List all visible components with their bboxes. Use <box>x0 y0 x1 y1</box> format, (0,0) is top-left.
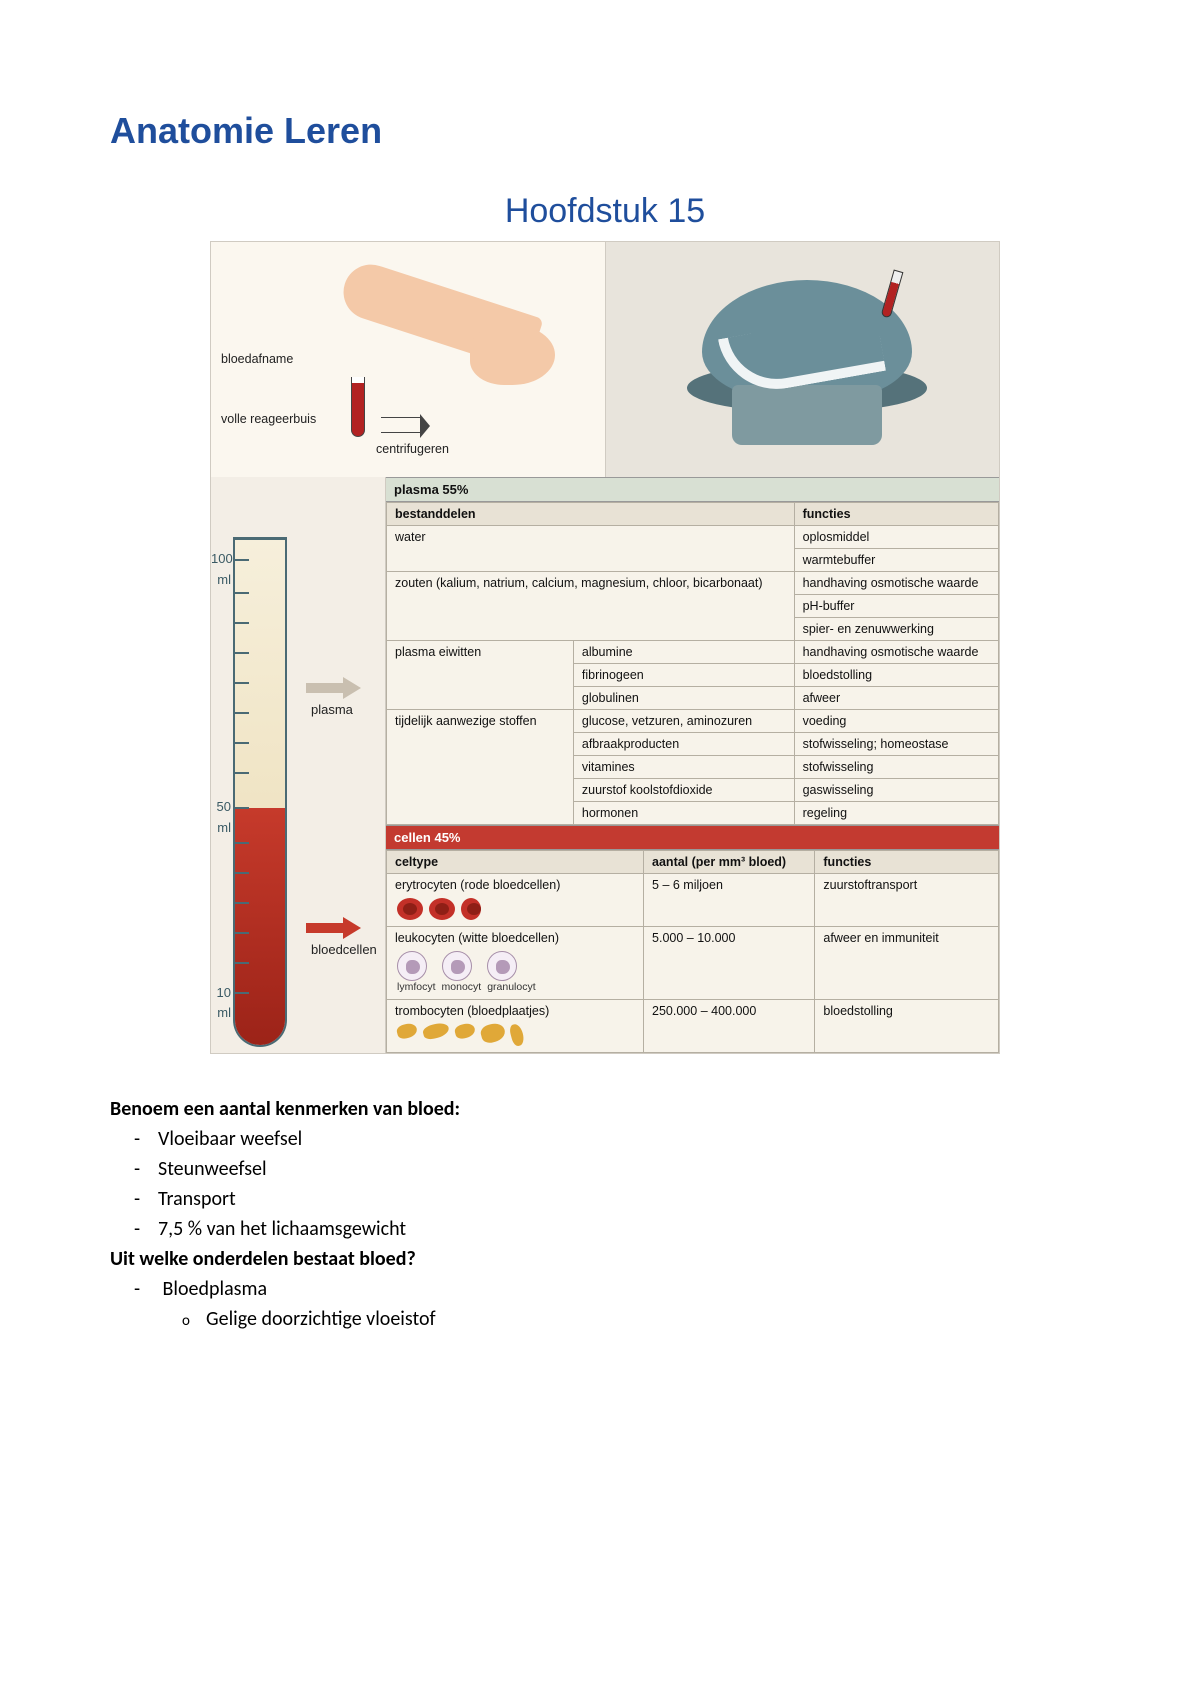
question-2: Uit welke onderdelen bestaat bloed? <box>110 1244 1100 1274</box>
rbc-icon <box>429 898 455 920</box>
label-trombocyten: trombocyten (bloedplaatjes) <box>395 1004 549 1018</box>
arrow-right-icon <box>381 417 421 433</box>
table-row: zouten (kalium, natrium, calcium, magnes… <box>387 572 999 595</box>
centrifuge-icon <box>672 265 932 455</box>
table-row: bestanddelen functies <box>387 503 999 526</box>
blood-composition-figure: bloedafname volle reageerbuis centrifuge… <box>210 241 1000 1054</box>
list-item: Transport <box>158 1184 1100 1214</box>
label-volle-reageerbuis: volle reageerbuis <box>221 412 316 426</box>
label-leukocyten: leukocyten (witte bloedcellen) <box>395 931 559 945</box>
bloodcells-arrow-icon <box>306 917 361 939</box>
document-title: Anatomie Leren <box>110 110 1100 152</box>
body-text: Benoem een aantal kenmerken van bloed: V… <box>110 1094 1100 1334</box>
col-bestanddelen: bestanddelen <box>387 503 795 526</box>
test-tube-column: 100 ml 50 ml 10 ml plasma bloedcellen <box>211 477 386 1053</box>
tick-10-unit: ml <box>211 1005 231 1020</box>
cells-table: celtype aantal (per mm³ bloed) functies … <box>386 850 999 1053</box>
list-q1: Vloeibaar weefsel Steunweefsel Transport… <box>110 1124 1100 1244</box>
platelet-icon <box>422 1021 451 1041</box>
tables-column: plasma 55% bestanddelen functies waterop… <box>386 477 999 1053</box>
tick-100-unit: ml <box>211 572 231 587</box>
label-bloedafname: bloedafname <box>221 352 293 366</box>
wbc-icon <box>487 951 517 981</box>
wbc-icons: lymfocyt monocyt granulocyt <box>395 945 635 995</box>
list-item: Steunweefsel <box>158 1154 1100 1184</box>
col-functies: functies <box>815 851 999 874</box>
platelet-icon <box>454 1022 477 1041</box>
col-functies: functies <box>794 503 998 526</box>
wbc-icon <box>442 951 472 981</box>
rbc-icon <box>397 898 423 920</box>
wbc-icon <box>397 951 427 981</box>
platelet-icon <box>396 1022 419 1041</box>
plasma-arrow-icon <box>306 677 361 699</box>
table-row: celtype aantal (per mm³ bloed) functies <box>387 851 999 874</box>
arm-illustration <box>340 257 550 377</box>
list-item: Vloeibaar weefsel <box>158 1124 1100 1154</box>
tick-50-unit: ml <box>211 820 231 835</box>
label-erytrocyten: erytrocyten (rode bloedcellen) <box>395 878 560 892</box>
plasma-table: bestanddelen functies wateroplosmiddel w… <box>386 502 999 825</box>
platelet-icon <box>508 1023 525 1047</box>
table-row: tijdelijk aanwezige stoffenglucose, vetz… <box>387 710 999 733</box>
table-row: leukocyten (witte bloedcellen) lymfocyt … <box>387 927 999 1000</box>
label-bloedcellen: bloedcellen <box>311 942 377 957</box>
label-centrifugeren: centrifugeren <box>376 442 449 456</box>
col-celtype: celtype <box>387 851 644 874</box>
plasma-header: plasma 55% <box>386 477 999 502</box>
table-row: wateroplosmiddel <box>387 526 999 549</box>
figure-top-row: bloedafname volle reageerbuis centrifuge… <box>211 242 999 477</box>
question-1: Benoem een aantal kenmerken van bloed: <box>110 1094 1100 1124</box>
platelet-icon <box>479 1021 507 1045</box>
list-item: 7,5 % van het lichaamsgewicht <box>158 1214 1100 1244</box>
centrifuge-panel <box>606 242 1000 477</box>
platelet-icons <box>395 1018 635 1048</box>
label-plasma: plasma <box>311 702 353 717</box>
col-aantal: aantal (per mm³ bloed) <box>644 851 815 874</box>
table-row: plasma eiwittenalbuminehandhaving osmoti… <box>387 641 999 664</box>
table-row: trombocyten (bloedplaatjes) 250.000 – 40… <box>387 1000 999 1053</box>
chapter-title: Hoofdstuk 15 <box>110 192 1100 231</box>
tick-50: 50 <box>211 799 231 814</box>
tick-10: 10 <box>211 985 231 1000</box>
rbc-icons <box>395 892 635 922</box>
list-item: Gelige doorzichtige vloeistof <box>206 1304 1100 1334</box>
blood-draw-panel: bloedafname volle reageerbuis centrifuge… <box>211 242 606 477</box>
cells-header: cellen 45% <box>386 825 999 850</box>
rbc-icon <box>461 898 481 920</box>
graduated-tube-icon <box>233 537 287 1047</box>
tick-100: 100 <box>211 551 231 566</box>
composition-block: 100 ml 50 ml 10 ml plasma bloedcellen <box>211 477 999 1053</box>
list-q2: Bloedplasma Gelige doorzichtige vloeisto… <box>110 1274 1100 1334</box>
table-row: erytrocyten (rode bloedcellen) 5 – 6 mil… <box>387 874 999 927</box>
list-item: Bloedplasma Gelige doorzichtige vloeisto… <box>158 1274 1100 1334</box>
small-test-tube-icon <box>351 377 365 437</box>
